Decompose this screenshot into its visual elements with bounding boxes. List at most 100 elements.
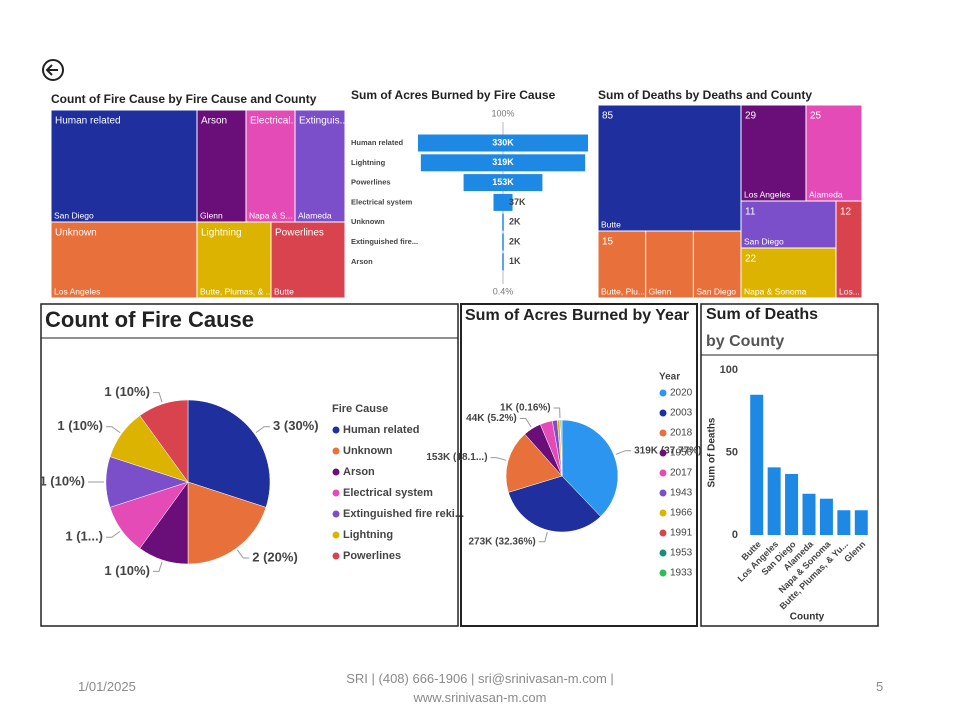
county-label: Los Angeles xyxy=(54,286,100,296)
y-tick-label: 0 xyxy=(732,529,738,541)
value-label: 153K xyxy=(492,177,514,187)
legend-marker xyxy=(659,549,667,557)
legend-label: 1966 xyxy=(670,508,693,519)
county-label: Glenn xyxy=(649,286,672,296)
county-label: San Diego xyxy=(54,210,94,220)
treemap-cell xyxy=(196,221,272,299)
x-axis-label: County xyxy=(790,612,825,623)
legend-label: 1953 xyxy=(670,548,693,559)
legend-marker xyxy=(659,569,667,577)
page-number: 5 xyxy=(876,679,884,694)
chart-title: Sum of Deaths xyxy=(706,306,818,323)
category-label: Lightning xyxy=(351,158,386,167)
pie-slice xyxy=(187,481,267,565)
data-label: 1 (10%) xyxy=(104,384,150,399)
legend-marker xyxy=(332,426,340,434)
data-label: 153K (18.1...) xyxy=(426,452,487,463)
legend-label: 1991 xyxy=(670,528,693,539)
cell-label: 11 xyxy=(745,207,756,218)
treemap-cell xyxy=(294,109,346,223)
bar xyxy=(854,510,868,535)
legend-marker xyxy=(332,447,340,455)
bar xyxy=(750,394,764,535)
leader-line xyxy=(105,530,121,538)
chart-title: Sum of Deaths by Deaths and County xyxy=(598,88,812,102)
pie-slice xyxy=(505,433,563,493)
treemap-cell xyxy=(805,104,863,202)
funnel-bar xyxy=(463,174,543,192)
leader-line xyxy=(615,450,632,455)
data-label: 44K (5.2%) xyxy=(466,413,517,424)
cell-label: Lightning xyxy=(201,228,242,239)
legend-label: Unknown xyxy=(343,445,393,457)
data-label: 319K (37.77%) xyxy=(634,445,701,456)
legend-label: 1956 xyxy=(670,448,693,459)
bar xyxy=(767,467,781,535)
legend-marker xyxy=(332,510,340,518)
legend-label: Human related xyxy=(343,424,419,436)
pie-slice xyxy=(561,419,619,517)
leader-line xyxy=(538,531,548,543)
legend-label: 2020 xyxy=(670,388,693,399)
funnel-bar xyxy=(420,154,586,172)
county-label: Napa & Sonoma xyxy=(744,286,807,296)
leader-line xyxy=(255,426,271,434)
leader-line xyxy=(152,392,163,403)
legend-label: Extinguished fire reki... xyxy=(343,508,464,520)
funnel-bar xyxy=(502,213,504,231)
data-label: 1 (10%) xyxy=(39,473,85,488)
category-label: Electrical system xyxy=(351,197,413,206)
county-label: San Diego xyxy=(696,286,736,296)
data-label: 273K (32.36%) xyxy=(469,536,536,547)
legend-marker xyxy=(659,429,667,437)
cell-label: Electrical... xyxy=(250,116,299,127)
county-label: Los... xyxy=(839,286,860,296)
county-label: Alameda xyxy=(298,210,332,220)
panel xyxy=(700,303,879,627)
bar xyxy=(785,473,799,535)
chart-title: Sum of Acres Burned by Fire Cause xyxy=(351,88,556,102)
value-label: 2K xyxy=(509,217,521,227)
county-label: Butte xyxy=(274,286,294,296)
contact: SRI | (408) 666-1906 | sri@srinivasan-m.… xyxy=(346,671,614,705)
cell-label: Unknown xyxy=(55,228,97,239)
legend-marker xyxy=(659,409,667,417)
y-tick-label: 50 xyxy=(726,446,738,458)
county-label: Butte, Plu... xyxy=(601,286,645,296)
leader-line xyxy=(105,426,121,434)
legend-marker xyxy=(332,531,340,539)
leader-line xyxy=(553,407,561,419)
data-label: 1 (10%) xyxy=(57,418,103,433)
value-label: 2K xyxy=(509,236,521,246)
legend-marker xyxy=(659,509,667,517)
treemap-cell xyxy=(835,200,863,299)
date: 1/01/2025 xyxy=(78,679,136,694)
legend-marker xyxy=(659,469,667,477)
cell-label: Extinguis... xyxy=(299,116,348,127)
legend-marker xyxy=(332,489,340,497)
data-label: 3 (30%) xyxy=(273,418,319,433)
treemap-cell xyxy=(245,109,296,223)
legend-title: Year xyxy=(659,372,680,383)
cell-label: Powerlines xyxy=(275,228,324,239)
bar xyxy=(837,510,851,535)
cell-label: Human related xyxy=(55,116,121,127)
funnel-bar xyxy=(493,193,513,211)
funnel-bar xyxy=(502,253,504,271)
back-button[interactable] xyxy=(42,59,64,81)
data-label: 1 (10%) xyxy=(104,563,150,578)
legend-label: 1943 xyxy=(670,488,693,499)
category-label: Human related xyxy=(351,138,404,147)
funnel-bar xyxy=(418,134,588,152)
legend-marker xyxy=(659,389,667,397)
funnel-bar xyxy=(502,233,504,251)
treemap-cell xyxy=(196,109,247,223)
value-label: 37K xyxy=(509,197,526,207)
leader-line xyxy=(152,561,163,572)
legend-marker xyxy=(332,468,340,476)
category-label: Extinguished fire... xyxy=(351,237,418,246)
panel xyxy=(40,303,459,627)
cell-label: 29 xyxy=(745,111,757,122)
